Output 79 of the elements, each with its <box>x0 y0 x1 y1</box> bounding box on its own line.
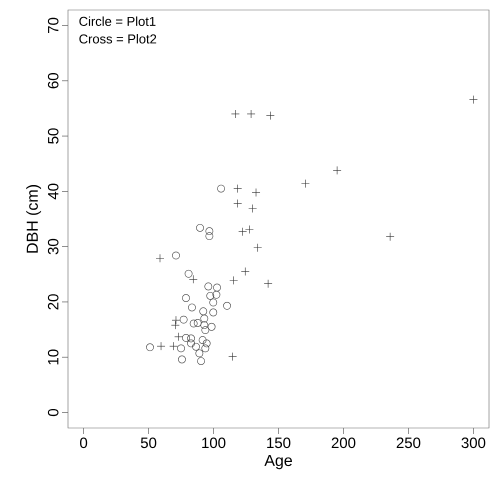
point <box>156 254 164 263</box>
point <box>180 316 188 324</box>
point <box>182 334 190 342</box>
y-tick-label: 20 <box>48 294 58 310</box>
point <box>229 276 238 285</box>
point <box>196 224 204 232</box>
point <box>201 326 210 334</box>
point <box>266 111 275 120</box>
point <box>205 232 214 240</box>
x-tick-label: 0 <box>80 438 88 448</box>
y-tick-label: 30 <box>48 238 58 254</box>
point <box>192 342 200 351</box>
point <box>190 320 198 328</box>
point <box>301 179 310 188</box>
point <box>231 110 240 118</box>
point <box>172 316 180 324</box>
point <box>245 225 254 234</box>
point <box>233 199 242 208</box>
point <box>146 343 154 352</box>
point <box>187 340 195 348</box>
point <box>187 334 195 342</box>
point <box>156 342 166 350</box>
point <box>200 314 208 322</box>
point <box>240 267 250 276</box>
point <box>171 320 180 330</box>
x-tick-label: 250 <box>396 438 420 448</box>
point <box>206 292 214 300</box>
x-axis-title: Age <box>264 454 292 470</box>
point <box>198 336 207 344</box>
point <box>386 232 394 241</box>
point <box>209 308 218 316</box>
point <box>248 204 257 213</box>
point <box>182 294 190 302</box>
point <box>233 184 242 193</box>
point <box>238 227 247 236</box>
point <box>174 332 183 342</box>
point <box>172 252 180 260</box>
point <box>212 290 220 299</box>
point <box>213 284 221 292</box>
y-tick-label: 60 <box>48 73 58 88</box>
x-tick-label: 100 <box>202 438 226 448</box>
point <box>184 270 192 278</box>
y-tick-label: 50 <box>48 128 58 144</box>
point <box>228 352 237 361</box>
point <box>178 356 186 364</box>
y-tick-label: 70 <box>48 18 58 34</box>
point <box>264 279 272 288</box>
y-tick-label: 10 <box>48 350 58 364</box>
point <box>188 304 196 312</box>
y-axis-title: DBH (cm) <box>26 185 42 253</box>
point <box>217 184 225 192</box>
point <box>201 344 210 352</box>
point <box>246 110 256 118</box>
point <box>188 274 198 284</box>
point <box>205 227 214 236</box>
point <box>200 321 208 330</box>
point <box>332 166 342 175</box>
x-tick-label: 150 <box>267 438 290 448</box>
point <box>177 344 185 352</box>
point <box>208 322 216 331</box>
point <box>194 319 202 327</box>
point <box>202 340 211 348</box>
point <box>204 282 212 290</box>
annotation: Circle = Plot1 <box>79 16 156 26</box>
y-tick-label: 0 <box>48 408 58 416</box>
point <box>209 298 218 306</box>
point <box>253 243 262 252</box>
x-tick-label: 200 <box>332 438 356 448</box>
annotation: Cross = Plot2 <box>79 34 156 44</box>
point <box>197 357 205 365</box>
point <box>169 342 178 350</box>
point <box>199 307 208 316</box>
point <box>252 188 260 197</box>
x-tick-label: 300 <box>462 438 486 448</box>
point <box>223 302 231 310</box>
point <box>469 95 478 104</box>
y-tick-label: 40 <box>48 184 58 200</box>
point <box>195 349 204 358</box>
x-tick-label: 50 <box>140 438 156 448</box>
